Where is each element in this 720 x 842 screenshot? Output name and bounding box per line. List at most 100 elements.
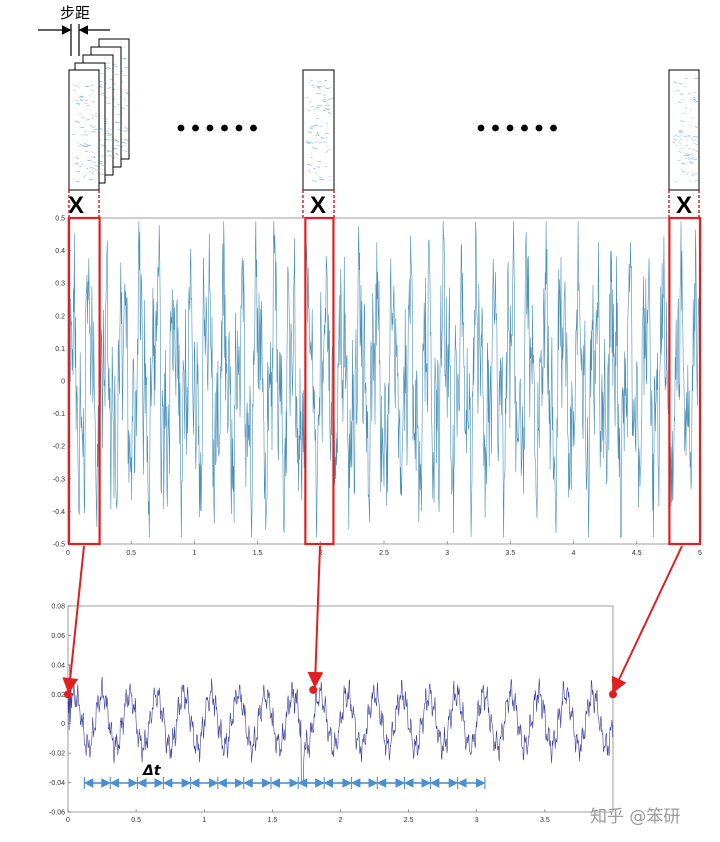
mapping-arrow-right (611, 545, 683, 694)
frame-texture (325, 151, 329, 153)
frame-texture (306, 142, 310, 144)
x-mark-right: X (676, 192, 692, 219)
frame-texture (683, 135, 687, 138)
frame-texture (308, 131, 313, 133)
frame-texture (692, 158, 698, 160)
interval-arrows (83, 777, 486, 789)
frame-texture (86, 167, 89, 170)
frame-texture (116, 128, 121, 131)
frame-texture (687, 158, 691, 160)
marked-point (309, 685, 318, 694)
frame-texture (98, 85, 103, 88)
frame-texture (83, 134, 88, 137)
x-tick-label: 2 (319, 550, 323, 557)
frame-texture (91, 172, 93, 175)
mapping-arrow-left (62, 545, 85, 694)
bottom-plot-frame (67, 605, 614, 813)
frame-texture (106, 149, 111, 151)
frame-border (302, 69, 335, 191)
frame-texture (112, 105, 118, 108)
frame-texture (93, 156, 96, 159)
frame-texture (695, 100, 700, 103)
y-tick-label: 0.06 (51, 633, 65, 640)
y-tick-label: 0.02 (51, 692, 65, 699)
frame-texture (121, 141, 127, 144)
frame-texture (320, 136, 325, 140)
frame-texture (74, 85, 81, 88)
frame-texture (124, 138, 129, 141)
step-annotation: 步距 (38, 4, 110, 56)
ellipsis-dot (535, 124, 543, 132)
frame-texture (309, 141, 314, 144)
ellipsis-dot (550, 124, 557, 132)
frame-texture (125, 130, 129, 132)
frame-texture (99, 83, 103, 86)
frame-texture (89, 156, 96, 159)
mapping-arrow-middle (307, 545, 324, 688)
frame-texture (105, 68, 109, 70)
frame-texture (677, 101, 682, 103)
frame-texture (326, 145, 329, 147)
frame-texture (327, 98, 332, 101)
marked-point (609, 690, 617, 699)
frame-texture (94, 115, 97, 117)
frame-texture (693, 136, 699, 138)
frame-texture (99, 93, 104, 96)
frame-texture (84, 130, 87, 133)
x-mark-left: X (68, 192, 84, 219)
frame-texture (689, 161, 694, 164)
frame-texture (114, 63, 117, 65)
frame-texture (316, 107, 320, 109)
frame-texture (308, 81, 310, 84)
frame-texture (113, 99, 116, 101)
window-connectors (68, 190, 700, 218)
y-tick-label: -0.04 (49, 780, 65, 787)
frame-texture (94, 169, 100, 172)
frame-texture (72, 84, 76, 86)
frame-texture (679, 131, 684, 133)
frame-texture (688, 157, 692, 159)
y-tick-label: 0.1 (55, 346, 65, 353)
frame-texture (83, 143, 89, 146)
frame-texture (77, 103, 81, 106)
frame-texture (688, 93, 693, 95)
frame-texture (677, 135, 682, 137)
frame-texture (88, 151, 91, 154)
y-tick-label: 0.3 (55, 281, 65, 288)
frame-texture (305, 140, 310, 144)
frame-texture (675, 134, 678, 137)
frame-texture (322, 141, 327, 144)
y-tick-label: -0.3 (53, 476, 65, 483)
frame-texture (317, 105, 322, 107)
frame-texture (91, 117, 94, 120)
frame-texture (315, 172, 318, 175)
y-tick-label: -0.06 (49, 810, 65, 817)
frame-texture (89, 167, 95, 169)
frame-texture (317, 85, 322, 88)
x-tick-label: 3 (445, 550, 449, 557)
y-tick-label: 0 (61, 721, 65, 728)
frame-texture (91, 151, 94, 153)
x-tick-label: 3 (475, 817, 479, 824)
y-tick-label: 0 (61, 379, 65, 386)
frame-texture (313, 108, 316, 110)
y-tick-label: -0.4 (53, 509, 65, 516)
frame-texture (100, 144, 105, 147)
frame-texture (690, 137, 693, 140)
frame-texture (678, 82, 684, 85)
ellipsis-dot (250, 124, 257, 132)
frame-texture (123, 66, 128, 69)
frame-texture (101, 172, 103, 174)
frame-texture (76, 162, 80, 164)
frame-texture (324, 79, 327, 82)
frame-texture (325, 87, 331, 90)
frame-texture (678, 150, 682, 153)
frame-texture (106, 66, 111, 69)
frame-texture (318, 176, 323, 179)
y-tick-label: 0.2 (55, 313, 65, 320)
frame-texture (84, 99, 89, 102)
frame-texture (326, 122, 328, 125)
frame-texture (323, 85, 327, 88)
frame-texture (74, 89, 76, 91)
frame-texture (82, 175, 88, 177)
